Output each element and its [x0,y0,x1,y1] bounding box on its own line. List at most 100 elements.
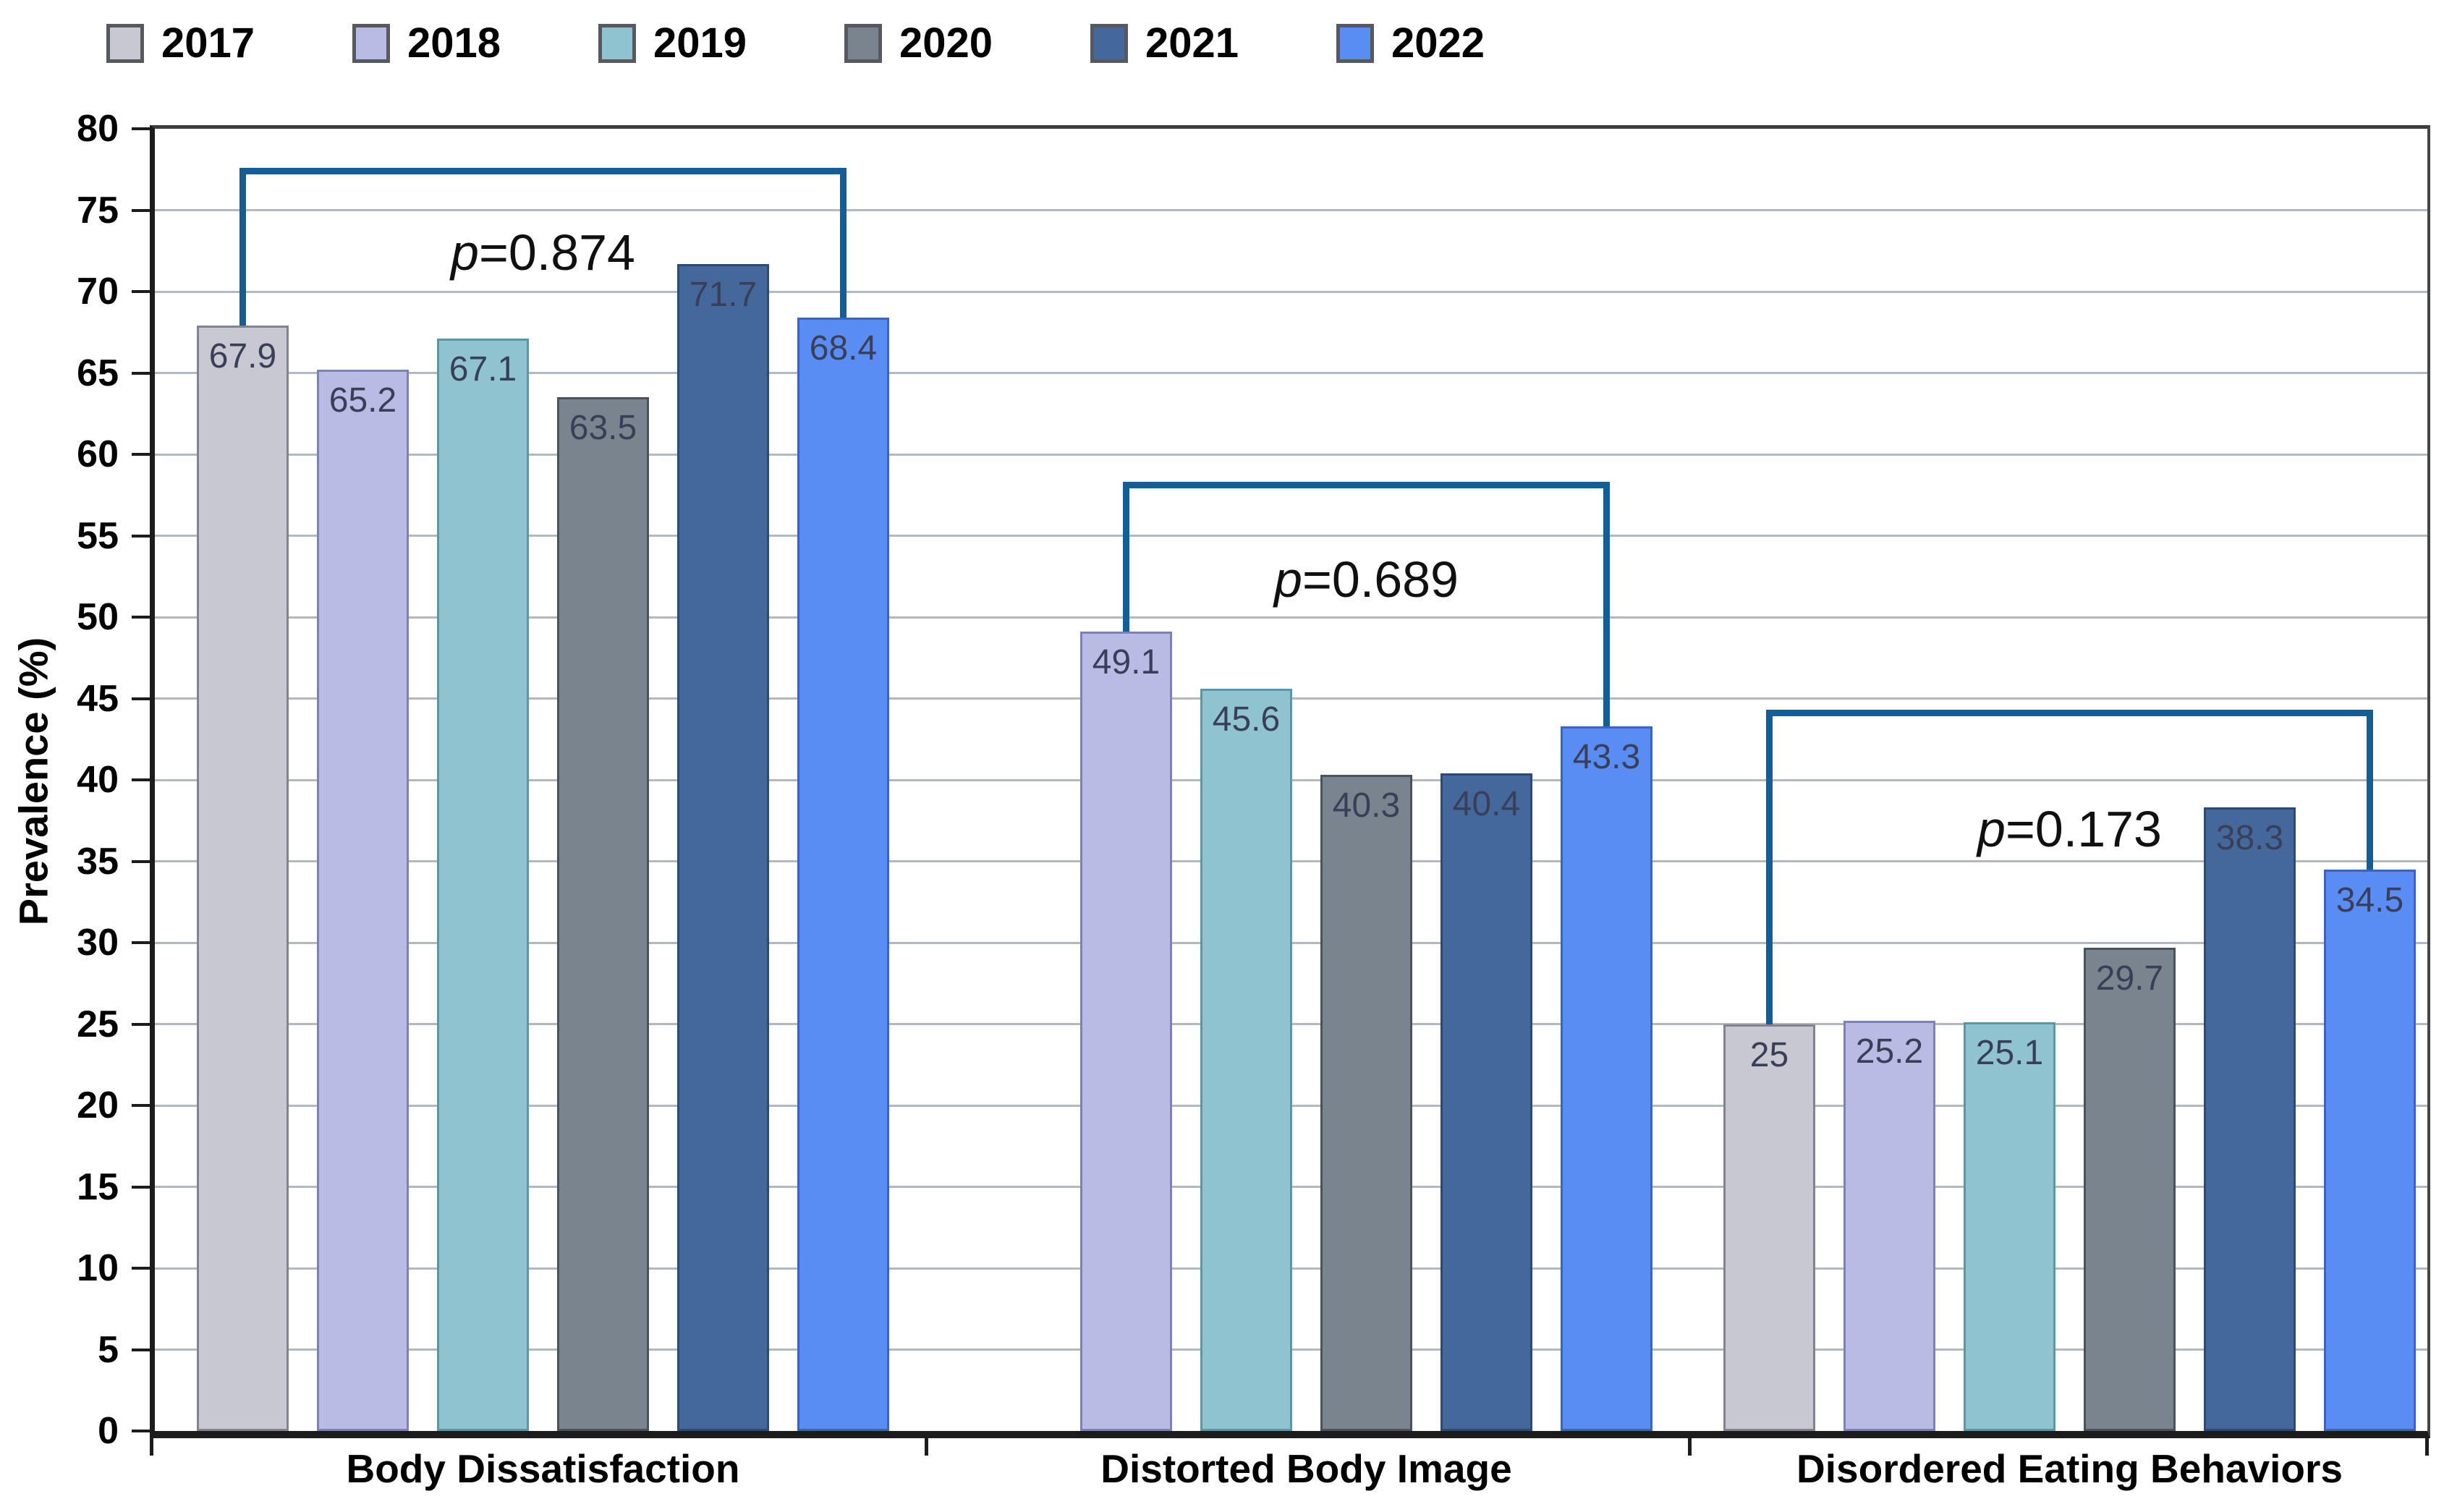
y-tick-60 [132,453,150,456]
legend-swatch-2022 [1336,24,1374,63]
y-tick-label-35: 35 [77,840,119,883]
y-tick-label-15: 15 [77,1165,119,1208]
legend-label: 2020 [899,20,993,67]
bracket-right-leg-1 [1603,482,1610,726]
y-tick-label-80: 80 [77,108,119,150]
x-tick-2 [1688,1438,1692,1456]
bar-2017-body-dissatisfaction: 67.9 [197,326,289,1431]
y-tick-label-70: 70 [77,271,119,313]
bar-value-label: 49.1 [1092,643,1161,682]
bar-2021-distorted-body-image: 40.4 [1440,773,1532,1431]
gridline-60 [155,453,2427,456]
plot-area: 0 5 10 15 20 25 30 35 40 45 50 55 60 65 70 75 80 67.9 25 65… [77,110,2430,1456]
bar-2022-disordered-eating-behaviors: 34.5 [2324,869,2416,1431]
y-tick-75 [132,208,150,212]
y-tick-label-25: 25 [77,1003,119,1045]
bar-2022-distorted-body-image: 43.3 [1561,726,1652,1431]
y-tick-80 [132,127,150,130]
bracket-left-leg-0 [239,168,246,326]
p-value-label-2: p=0.173 [1977,800,2162,857]
y-tick-10 [132,1267,150,1270]
y-tick-label-45: 45 [77,677,119,720]
bar-2019-distorted-body-image: 45.6 [1200,689,1292,1431]
bar-value-label: 34.5 [2335,880,2404,919]
y-tick-label-55: 55 [77,514,119,557]
bar-value-label: 68.4 [809,329,878,368]
y-tick-65 [132,371,150,375]
bar-2019-disordered-eating-behaviors: 25.1 [1964,1022,2055,1431]
y-tick-0 [132,1430,150,1432]
y-tick-label-30: 30 [77,922,119,964]
p-value-label-1: p=0.689 [1274,551,1459,608]
y-tick-label-0: 0 [98,1410,119,1452]
y-tick-label-65: 65 [77,352,119,394]
bar-2017-disordered-eating-behaviors: 25 [1723,1024,1815,1431]
bar-2021-body-dissatisfaction: 71.7 [677,263,769,1431]
legend-swatch-2021 [1090,24,1128,63]
legend-swatch-2020 [844,24,882,63]
bar-value-label: 38.3 [2215,819,2284,858]
y-tick-20 [132,1104,150,1107]
legend-swatch-2017 [106,24,144,63]
y-tick-label-75: 75 [77,189,119,232]
bar-2018-distorted-body-image: 49.1 [1080,632,1172,1431]
category-label-distorted-body-image: Distorted Body Image [1100,1446,1512,1491]
gridline-65 [155,372,2427,374]
bar-value-label: 29.7 [2095,959,2164,998]
bracket-right-leg-0 [840,168,847,318]
legend: 2017 2018 2019 2020 2021 2022 [0,0,2444,87]
legend-item-2018: 2018 [352,17,501,69]
p-value-label-0: p=0.874 [451,224,635,281]
gridline-55 [155,535,2427,537]
bar-value-label: 43.3 [1572,737,1641,776]
x-tick-0 [150,1438,153,1456]
bracket-top-1 [1123,482,1610,489]
x-tick-1 [925,1438,928,1456]
bar-value-label: 25.1 [1975,1034,2044,1073]
legend-label: 2019 [653,20,747,67]
bracket-left-leg-2 [1766,710,1773,1024]
bar-value-label: 40.3 [1332,786,1401,825]
bar-value-label: 40.4 [1452,785,1521,823]
y-tick-label-50: 50 [77,596,119,638]
legend-swatch-2019 [598,24,636,63]
bar-value-label: 67.9 [208,337,277,376]
bar-2021-disordered-eating-behaviors: 38.3 [2204,807,2296,1431]
gridline-70 [155,290,2427,293]
y-tick-label-40: 40 [77,759,119,801]
bar-value-label: 25 [1749,1035,1789,1074]
y-tick-label-20: 20 [77,1084,119,1126]
legend-item-2021: 2021 [1090,17,1239,69]
category-label-body-dissatisfaction: Body Dissatisfaction [346,1446,740,1491]
legend-swatch-2018 [352,24,390,63]
y-tick-40 [132,778,150,781]
legend-item-2020: 2020 [844,17,993,69]
y-tick-45 [132,697,150,700]
bar-2020-distorted-body-image: 40.3 [1320,775,1412,1431]
gridline-50 [155,616,2427,619]
legend-label: 2022 [1391,20,1485,67]
bracket-top-2 [1766,710,2373,717]
bar-2018-body-dissatisfaction: 65.2 [317,370,409,1431]
y-tick-label-60: 60 [77,433,119,475]
bar-value-label: 65.2 [328,381,397,420]
bar-2020-disordered-eating-behaviors: 29.7 [2084,947,2176,1431]
legend-label: 2017 [161,20,255,67]
bar-value-label: 67.1 [449,350,517,389]
gridline-75 [155,209,2427,211]
y-tick-15 [132,1185,150,1189]
legend-label: 2021 [1145,20,1239,67]
y-tick-55 [132,534,150,538]
y-tick-5 [132,1348,150,1351]
bracket-top-0 [239,168,847,174]
bar-value-label: 45.6 [1212,700,1281,739]
bar-2019-body-dissatisfaction: 67.1 [437,339,529,1431]
x-tick-3 [2425,1438,2429,1456]
y-tick-35 [132,859,150,863]
bar-value-label: 63.5 [569,409,637,448]
bar-value-label: 71.7 [689,275,758,314]
legend-item-2017: 2017 [106,17,255,69]
y-tick-70 [132,290,150,293]
bracket-right-leg-2 [2367,710,2373,870]
